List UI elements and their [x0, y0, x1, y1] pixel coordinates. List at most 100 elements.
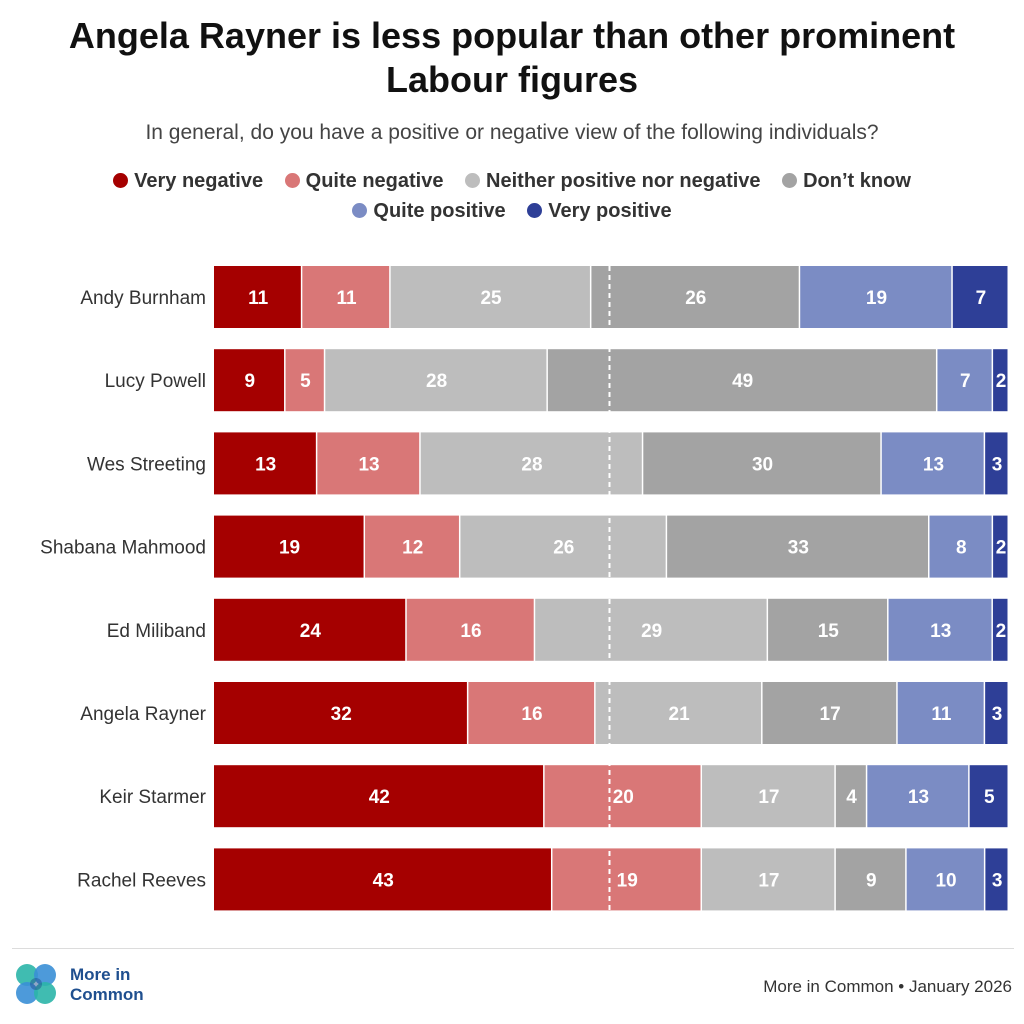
legend-swatch [782, 173, 798, 188]
more-in-common-logo-icon [16, 964, 56, 1004]
data-label: 3 [992, 454, 1003, 475]
legend-swatch [284, 173, 300, 188]
bar-segment [643, 432, 881, 495]
chart-title-line2: Labour figures [385, 59, 639, 100]
bar-segment [460, 515, 666, 578]
legend-swatch [527, 203, 543, 218]
bar-segment [897, 682, 984, 744]
chart-title-line1: Angela Rayner is less popular than other… [68, 15, 956, 56]
bar-segment [302, 266, 390, 328]
data-label: 8 [956, 538, 967, 559]
legend-label: Don’t know [803, 170, 911, 192]
data-label: 17 [820, 704, 841, 725]
data-label: 26 [553, 538, 574, 559]
legend-label: Quite negative [305, 170, 444, 192]
footer-divider [12, 948, 1014, 949]
data-label: 11 [248, 288, 269, 309]
data-label: 28 [521, 454, 542, 475]
data-label: 5 [300, 371, 311, 392]
bar-segment [985, 432, 1008, 495]
data-label: 11 [931, 704, 952, 725]
data-label: 2 [996, 621, 1007, 642]
data-label: 3 [992, 704, 1003, 725]
data-label: 9 [244, 371, 255, 392]
bar-segment [365, 515, 459, 578]
bar-segment [214, 598, 406, 661]
data-label: 13 [255, 454, 276, 475]
logo-line2: Common [70, 985, 144, 1004]
legend-label: Very positive [548, 200, 672, 222]
bar-segment [906, 848, 984, 911]
bar-segment [993, 515, 1008, 578]
data-label: 29 [641, 621, 662, 642]
bar-segment [214, 765, 544, 828]
data-label: 15 [818, 621, 840, 642]
data-label: 7 [976, 288, 987, 309]
chart-title: Angela Rayner is less popular than other… [0, 14, 1024, 102]
bar-segment [390, 266, 590, 328]
bar-segment [552, 848, 701, 911]
legend-label: Quite positive [373, 200, 506, 222]
data-label: 13 [358, 454, 379, 475]
bar-segment [985, 848, 1008, 911]
bar-segment [535, 598, 767, 661]
bar-segment [969, 765, 1008, 828]
data-label: 10 [935, 870, 956, 891]
data-label: 26 [685, 288, 706, 309]
legend-item-dont-know: Don’t know [782, 170, 911, 193]
data-label: 19 [279, 538, 300, 559]
bar-segment [762, 682, 897, 744]
bar-segment [835, 765, 866, 828]
data-label: 43 [373, 870, 394, 891]
bar-segment [595, 682, 762, 744]
logo-wordmark: More in Common [70, 965, 144, 1005]
category-label: Ed Miliband [107, 621, 206, 642]
bar-segment [992, 598, 1008, 661]
data-label: 7 [960, 371, 971, 392]
legend-swatch [352, 203, 368, 218]
data-label: 33 [788, 538, 809, 559]
data-label: 32 [331, 704, 352, 725]
bar-segment [214, 349, 285, 412]
data-label: 11 [336, 288, 357, 309]
data-label: 19 [617, 870, 638, 891]
legend-label: Neither positive nor negative [486, 170, 761, 192]
bar-segment [406, 598, 534, 661]
bar-segment [768, 598, 888, 661]
category-label: Wes Streeting [87, 454, 206, 475]
data-label: 5 [984, 787, 995, 808]
data-label: 13 [930, 621, 951, 642]
legend-row-2: Quite positive Very positive [0, 200, 1024, 223]
bar-segment [929, 515, 992, 578]
bar-segment [888, 598, 992, 661]
category-label: Keir Starmer [99, 787, 206, 808]
bar-segment [993, 349, 1008, 412]
bar-segment [285, 349, 324, 412]
legend-item-very-positive: Very positive [527, 200, 672, 223]
bar-segment [325, 349, 547, 412]
legend-item-quite-positive: Quite positive [352, 200, 506, 223]
category-label: Angela Rayner [80, 704, 206, 725]
data-label: 9 [866, 870, 877, 891]
data-label: 12 [402, 538, 423, 559]
legend-swatch [465, 173, 481, 188]
bar-segment [214, 266, 301, 328]
bar-segment [214, 682, 467, 744]
bar-segment [952, 266, 1008, 328]
bar-segment [702, 848, 835, 911]
bar-segment [214, 515, 364, 578]
legend-swatch [113, 173, 129, 188]
legend-item-very-negative: Very negative [113, 170, 263, 193]
bar-segment [214, 848, 551, 911]
data-label: 13 [908, 787, 929, 808]
data-label: 3 [992, 870, 1003, 891]
bar-segment [420, 432, 642, 495]
legend: Very negative Quite negative Neither pos… [0, 170, 1024, 193]
logo-line1: More in [70, 965, 131, 984]
data-label: 42 [369, 787, 390, 808]
bar-segment [591, 266, 799, 328]
data-label: 24 [300, 621, 322, 642]
data-label: 17 [758, 787, 779, 808]
category-label: Lucy Powell [105, 371, 206, 392]
